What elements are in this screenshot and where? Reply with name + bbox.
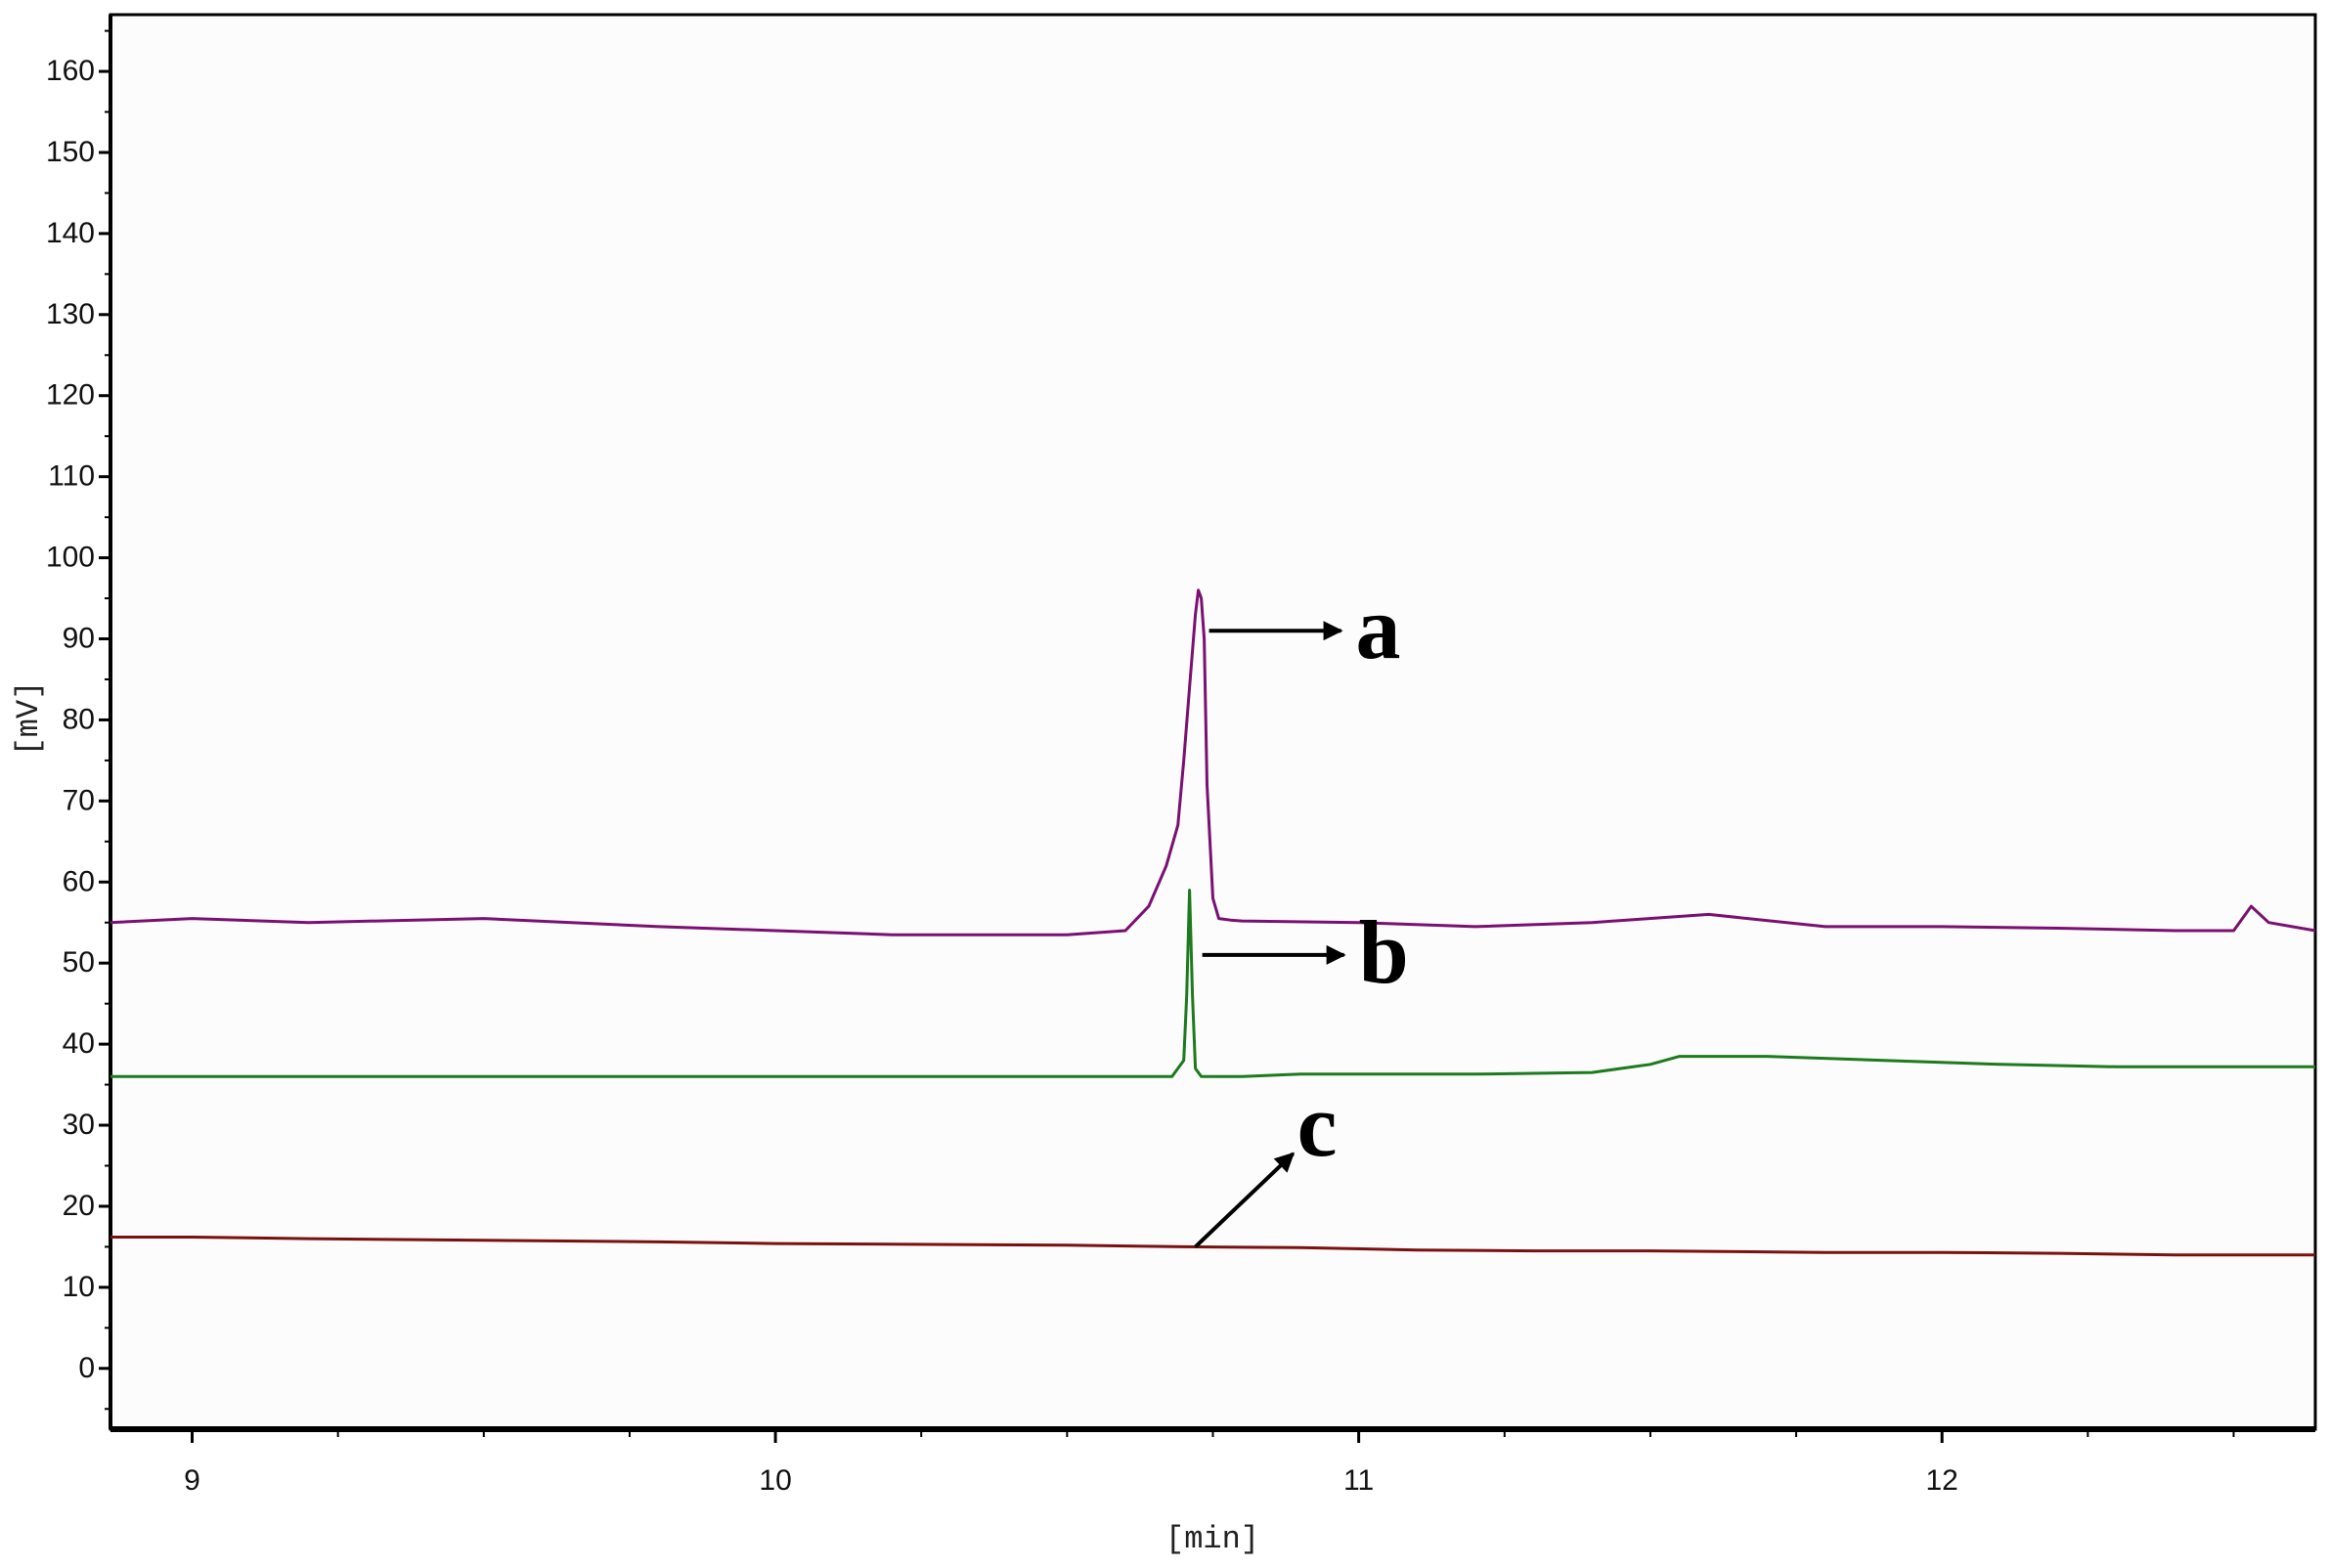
- y-tick-label: 130: [46, 298, 95, 330]
- y-tick-label: 20: [63, 1190, 95, 1222]
- x-tick-label: 9: [184, 1464, 200, 1497]
- y-axis-title: [mV]: [11, 681, 47, 757]
- y-tick-label: 10: [63, 1271, 95, 1303]
- x-tick-label: 11: [1343, 1464, 1374, 1497]
- x-axis-ticks: 9 10 11 12: [184, 1429, 2235, 1497]
- annotation-label: c: [1297, 1075, 1338, 1175]
- series-line-a: [110, 588, 2316, 936]
- x-tick-label: 10: [759, 1464, 791, 1497]
- y-tick-label: 90: [63, 623, 95, 655]
- y-tick-label: 150: [46, 136, 95, 168]
- x-tick-label: 12: [1926, 1464, 1958, 1497]
- x-axis-title: [min]: [1165, 1521, 1259, 1557]
- y-tick-label: 140: [46, 217, 95, 249]
- y-tick-label: 110: [48, 460, 95, 493]
- annotation-label: b: [1359, 902, 1409, 1002]
- y-tick-label: 120: [46, 379, 95, 412]
- y-tick-label: 40: [63, 1027, 95, 1060]
- y-tick-label: 100: [46, 542, 95, 574]
- y-axis-ticks: 0 10 20 30 40 50 60 70 80 90 100 110 120 130 140 150 160: [46, 29, 110, 1411]
- annotation-layer: a bc: [1194, 578, 1409, 1248]
- y-tick-label: 50: [63, 946, 95, 979]
- annotation-label: a: [1356, 578, 1401, 677]
- y-tick-label: 60: [63, 865, 95, 897]
- y-tick-label: 70: [63, 784, 95, 816]
- plot-area: [109, 13, 2317, 1431]
- y-tick-label: 160: [46, 55, 95, 87]
- y-tick-label: 0: [78, 1352, 95, 1384]
- series-line-c: [110, 1236, 2315, 1257]
- series-line-b: [110, 889, 2315, 1078]
- y-tick-label: 30: [63, 1109, 95, 1141]
- annotation-arrow: [1194, 1152, 1296, 1248]
- y-tick-label: 80: [63, 703, 95, 735]
- series-layer: [110, 588, 2316, 1257]
